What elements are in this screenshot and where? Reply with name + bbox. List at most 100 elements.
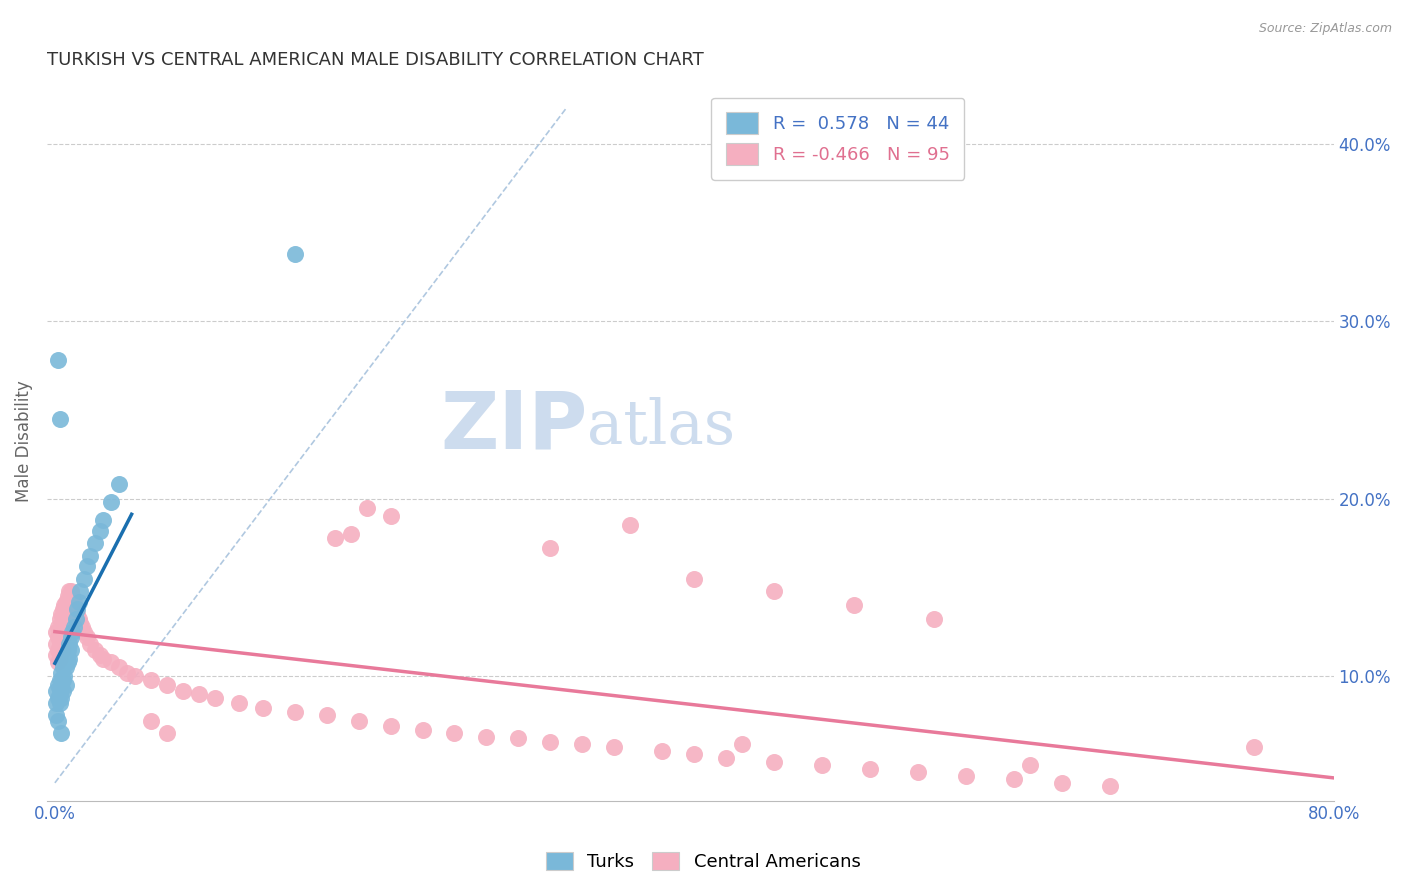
Point bbox=[156, 678, 179, 692]
Point bbox=[187, 687, 209, 701]
Point bbox=[91, 513, 114, 527]
Point bbox=[66, 602, 89, 616]
Point bbox=[53, 612, 76, 626]
Point bbox=[48, 411, 70, 425]
Point bbox=[59, 630, 82, 644]
Point bbox=[683, 747, 706, 762]
Point bbox=[89, 524, 111, 538]
Point bbox=[763, 755, 786, 769]
Point bbox=[46, 619, 69, 633]
Point bbox=[53, 655, 76, 669]
Point bbox=[45, 708, 67, 723]
Point bbox=[72, 572, 94, 586]
Point bbox=[83, 536, 105, 550]
Point bbox=[55, 648, 77, 662]
Point bbox=[59, 584, 82, 599]
Point bbox=[1098, 780, 1121, 794]
Point bbox=[58, 651, 80, 665]
Point bbox=[763, 584, 786, 599]
Point bbox=[76, 559, 98, 574]
Point bbox=[731, 737, 754, 751]
Point bbox=[48, 673, 70, 687]
Point bbox=[100, 495, 122, 509]
Point bbox=[56, 590, 79, 604]
Point bbox=[52, 683, 75, 698]
Point bbox=[51, 678, 73, 692]
Point bbox=[63, 619, 86, 633]
Point bbox=[315, 708, 337, 723]
Point bbox=[619, 518, 641, 533]
Point bbox=[59, 642, 82, 657]
Point bbox=[412, 723, 434, 737]
Point bbox=[48, 637, 70, 651]
Point bbox=[48, 651, 70, 665]
Point bbox=[65, 612, 87, 626]
Point bbox=[108, 660, 131, 674]
Point bbox=[51, 630, 73, 644]
Point bbox=[46, 655, 69, 669]
Point bbox=[380, 509, 402, 524]
Point bbox=[63, 607, 86, 621]
Point bbox=[59, 599, 82, 613]
Point bbox=[1019, 758, 1042, 772]
Point bbox=[46, 678, 69, 692]
Point bbox=[172, 683, 194, 698]
Point bbox=[380, 719, 402, 733]
Point bbox=[51, 690, 73, 705]
Point bbox=[48, 683, 70, 698]
Point bbox=[62, 624, 84, 639]
Point bbox=[45, 696, 67, 710]
Point bbox=[48, 624, 70, 639]
Point bbox=[651, 744, 673, 758]
Text: Source: ZipAtlas.com: Source: ZipAtlas.com bbox=[1258, 22, 1392, 36]
Point bbox=[339, 527, 361, 541]
Point bbox=[55, 595, 77, 609]
Point bbox=[55, 660, 77, 674]
Point bbox=[52, 630, 75, 644]
Point bbox=[508, 731, 530, 746]
Point bbox=[323, 531, 346, 545]
Legend: R =  0.578   N = 44, R = -0.466   N = 95: R = 0.578 N = 44, R = -0.466 N = 95 bbox=[711, 97, 965, 179]
Point bbox=[45, 648, 67, 662]
Point bbox=[115, 665, 138, 680]
Point bbox=[284, 705, 307, 719]
Point bbox=[538, 735, 561, 749]
Point bbox=[69, 584, 91, 599]
Point bbox=[48, 696, 70, 710]
Point bbox=[69, 615, 91, 630]
Point bbox=[56, 602, 79, 616]
Point bbox=[70, 619, 93, 633]
Point bbox=[52, 615, 75, 630]
Point bbox=[139, 714, 162, 728]
Point bbox=[58, 599, 80, 613]
Point bbox=[79, 637, 101, 651]
Point bbox=[811, 758, 834, 772]
Point bbox=[46, 714, 69, 728]
Point bbox=[46, 630, 69, 644]
Point bbox=[56, 615, 79, 630]
Point bbox=[859, 762, 882, 776]
Point bbox=[922, 612, 945, 626]
Point bbox=[48, 612, 70, 626]
Point bbox=[124, 669, 146, 683]
Point bbox=[53, 624, 76, 639]
Point bbox=[58, 584, 80, 599]
Point bbox=[63, 595, 86, 609]
Point bbox=[46, 690, 69, 705]
Point bbox=[67, 612, 90, 626]
Point bbox=[66, 607, 89, 621]
Point bbox=[284, 246, 307, 260]
Y-axis label: Male Disability: Male Disability bbox=[15, 380, 32, 502]
Point bbox=[45, 624, 67, 639]
Point bbox=[67, 595, 90, 609]
Point bbox=[56, 642, 79, 657]
Point bbox=[683, 572, 706, 586]
Text: TURKISH VS CENTRAL AMERICAN MALE DISABILITY CORRELATION CHART: TURKISH VS CENTRAL AMERICAN MALE DISABIL… bbox=[46, 51, 703, 69]
Point bbox=[79, 549, 101, 563]
Point bbox=[55, 678, 77, 692]
Point bbox=[51, 665, 73, 680]
Point bbox=[108, 477, 131, 491]
Point bbox=[62, 590, 84, 604]
Legend: Turks, Central Americans: Turks, Central Americans bbox=[538, 845, 868, 879]
Text: ZIP: ZIP bbox=[440, 388, 588, 466]
